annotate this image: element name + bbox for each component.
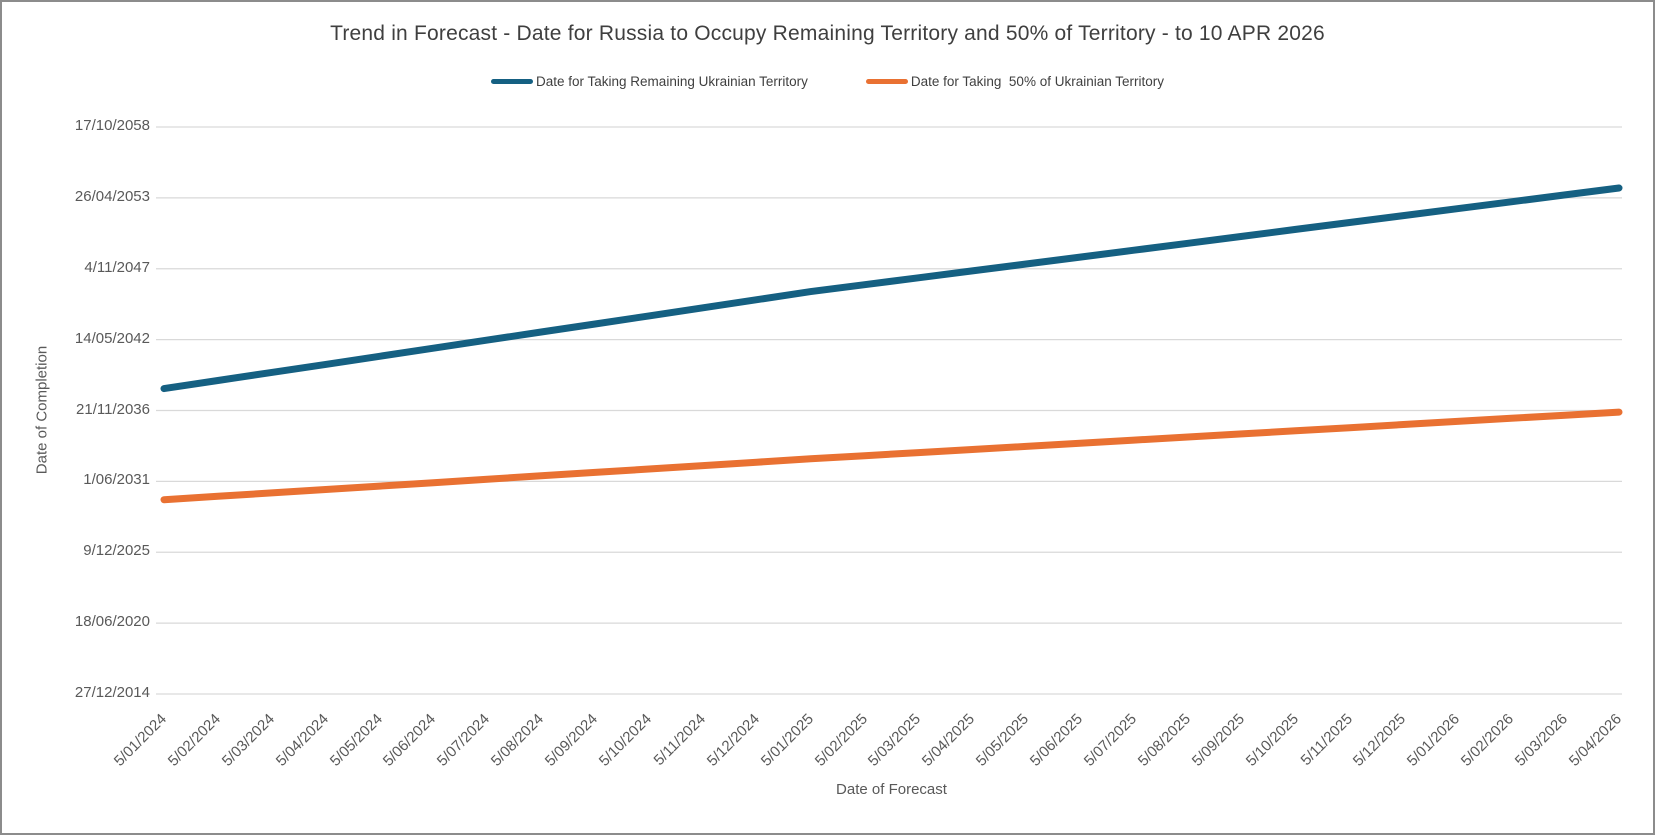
- series-line-remaining-territory: [160, 184, 1623, 393]
- legend-swatch-icon: [865, 79, 908, 84]
- y-tick-label: 17/10/2058: [74, 117, 150, 134]
- y-tick-label: 14/05/2042: [74, 329, 150, 347]
- y-tick-label: 4/11/2047: [84, 258, 150, 276]
- y-tick-label: 21/11/2036: [76, 400, 150, 418]
- y-tick-label: 18/06/2020: [74, 613, 150, 631]
- y-tick-label: 26/04/2053: [74, 187, 150, 205]
- legend-label: Date for Taking 50% of Ukrainian Territo…: [910, 74, 1164, 89]
- x-axis-title: Date of Forecast: [836, 781, 947, 798]
- y-tick-label: 9/12/2025: [83, 542, 150, 560]
- series-line-50pct-territory: [160, 408, 1623, 504]
- legend-entry-50pct-territory: Date for Taking 50% of Ukrainian Territo…: [865, 74, 1164, 89]
- y-tick-label: 27/12/2014: [74, 684, 150, 701]
- y-tick-label: 1/06/2031: [83, 471, 150, 489]
- legend-swatch-icon: [491, 79, 533, 84]
- legend-label: Date for Taking Remaining Ukrainian Terr…: [536, 74, 808, 89]
- legend-entry-remaining-territory: Date for Taking Remaining Ukrainian Terr…: [491, 74, 808, 89]
- legend: Date for Taking Remaining Ukrainian Terr…: [2, 74, 1653, 89]
- chart-title: Trend in Forecast - Date for Russia to O…: [330, 22, 1325, 45]
